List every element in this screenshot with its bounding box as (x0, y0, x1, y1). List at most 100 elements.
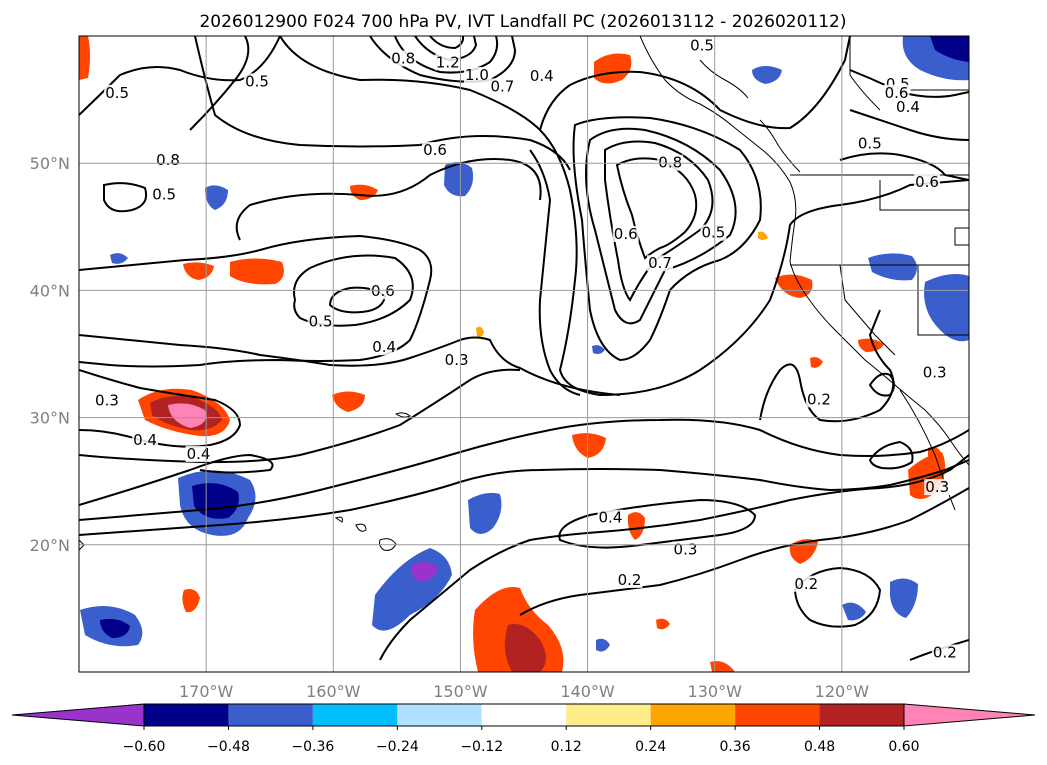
colorbar-extend-high (903, 703, 1036, 727)
contour-label: 0.2 (933, 643, 957, 661)
lat-tick-label: 30°N (30, 409, 70, 428)
colorbar-tick-label: 0.48 (804, 739, 835, 755)
colorbar-tick-label: 0.36 (720, 739, 751, 755)
contour-label-bg (921, 364, 948, 381)
contour-label: 0.3 (445, 351, 469, 369)
lon-tick-label: 150°W (433, 682, 488, 701)
shade-neg-58n (752, 66, 782, 84)
contour-label: 0.5 (105, 84, 129, 102)
contour-label: 0.6 (885, 84, 909, 102)
contour-label: 0.2 (807, 390, 831, 408)
contour-label-bg (616, 571, 643, 588)
coastlines (79, 36, 969, 551)
contour-label-bg (489, 78, 516, 95)
contour-label: 0.3 (674, 540, 698, 558)
contour-label-bg (924, 479, 951, 496)
lon-tick-label: 170°W (179, 682, 234, 701)
shade-pos-small-2 (656, 618, 670, 630)
latitude-tick-labels: 50°N 40°N 30°N 20°N (30, 154, 70, 555)
colorbar-tick-label: −0.12 (460, 739, 503, 755)
contour-label-bg (443, 351, 470, 368)
contour-label: 0.3 (95, 392, 119, 410)
contour-label-bg (244, 73, 270, 90)
contour-label-bg (93, 392, 120, 409)
shade-pos-20n-126w (789, 539, 818, 564)
colorbar-tick-label: −0.48 (207, 739, 250, 755)
lon-tick-label: 130°W (688, 682, 743, 701)
lat-tick-label: 20°N (30, 536, 70, 555)
colorbar-tick-label: −0.24 (376, 739, 419, 755)
contour-label: 0.6 (371, 282, 395, 300)
shade-pos-small-6 (928, 446, 942, 460)
lon-tick-label: 160°W (306, 682, 361, 701)
contour-label-bg (597, 509, 624, 526)
contour-label: 0.5 (245, 72, 269, 90)
contour-label: 0.3 (923, 364, 947, 382)
shade-pos-small-5 (758, 231, 768, 240)
colorbar-tick-label: 0.12 (551, 739, 582, 755)
contour-label-bg (914, 173, 941, 190)
shade-pos-40n-125w (775, 274, 813, 298)
gridlines (79, 36, 969, 672)
contour-label: 0.5 (858, 135, 882, 153)
contour-label: 0.6 (915, 173, 939, 191)
contour-label-bg (856, 135, 883, 152)
colorbar-segment (481, 704, 567, 726)
contour-label: 0.5 (152, 186, 176, 204)
contour-label: 0.4 (599, 509, 623, 527)
contour-label: 0.4 (530, 67, 554, 85)
figure-title: 2026012900 F024 700 hPa PV, IVT Landfall… (199, 12, 846, 32)
shade-neg-49n (444, 162, 474, 197)
contour-label: 0.4 (896, 98, 920, 116)
shade-pos-27n-142w (572, 433, 606, 458)
shade-pos-south-146w-core (504, 624, 546, 672)
map-area: 0.50.50.50.81.21.00.70.80.40.60.50.80.60… (78, 35, 970, 673)
contour-label-bg (805, 391, 832, 408)
colorbar-tick-label: 0.60 (888, 739, 919, 755)
shade-neg-southwest-core (100, 618, 130, 638)
contour-label: 0.2 (618, 571, 642, 589)
contour-label-bg (369, 283, 396, 300)
contour-label: 0.7 (490, 77, 514, 95)
shade-neg-south-mid-core (411, 562, 438, 582)
contour-label-bg (307, 313, 334, 330)
shade-pos-31n-158w (332, 391, 365, 412)
colorbar-tick-label: 0.24 (635, 739, 666, 755)
colorbar-extend-low (11, 703, 145, 727)
contour-label: 0.8 (156, 151, 180, 169)
contour-label-bg (151, 186, 178, 203)
colorbar-segment (566, 704, 651, 726)
contour-label: 0.5 (309, 313, 333, 331)
contour-label: 0.6 (423, 141, 447, 159)
shade-pos-small-3 (478, 658, 498, 672)
pv-shading (79, 36, 969, 672)
shade-pos-10n-130w (710, 661, 735, 672)
colorbar-segment (312, 704, 398, 726)
contour-label-bg (883, 84, 910, 101)
lat-tick-label: 50°N (30, 154, 70, 173)
contour-label-bg (390, 50, 417, 67)
colorbar-segment (819, 704, 904, 726)
contour-label-bg (463, 66, 490, 83)
contour-label: 0.5 (702, 224, 726, 242)
contour-label: 0.7 (648, 254, 672, 272)
colorbar-segment (397, 704, 482, 726)
shade-pos-35n-119w (858, 338, 884, 352)
contour-label-bg (132, 432, 159, 449)
contour-label: 0.4 (372, 338, 396, 356)
contour-label-bg (672, 541, 699, 558)
shade-pos-north-137w (594, 53, 632, 84)
shade-neg-hawaii-east (468, 492, 502, 534)
contour-label-bg (104, 84, 131, 101)
contour-label-bg (700, 224, 727, 241)
contour-label-bg (371, 339, 398, 356)
colorbar-segment (144, 704, 229, 726)
lat-tick-label: 40°N (30, 281, 70, 300)
lon-tick-label: 120°W (815, 682, 870, 701)
contour-label-bg (647, 255, 674, 272)
contour-label: 0.8 (391, 49, 415, 67)
colorbar-segment (735, 704, 820, 726)
contour-label-bg (689, 37, 715, 54)
lon-tick-label: 140°W (560, 682, 615, 701)
contour-label-bg (793, 575, 820, 592)
